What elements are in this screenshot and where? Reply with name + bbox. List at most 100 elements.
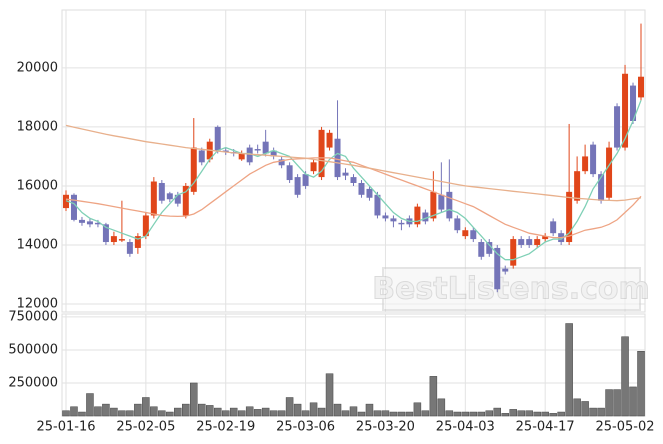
- volume-bar: [461, 411, 470, 417]
- candle-body: [198, 150, 205, 163]
- volume-bar: [198, 403, 206, 417]
- volume-bar: [293, 403, 302, 417]
- volume-bar: [605, 389, 613, 417]
- candle-body: [142, 215, 149, 237]
- watermark: BestListens.com: [372, 267, 650, 311]
- volume-bar: [229, 407, 238, 417]
- volume-bar: [637, 351, 645, 417]
- y-tick-label: 750000: [8, 309, 58, 324]
- volume-bar: [437, 398, 446, 417]
- watermark-box: [382, 267, 641, 311]
- volume-bar: [373, 410, 382, 417]
- candle-body: [638, 76, 645, 98]
- price-frame: [61, 9, 646, 313]
- volume-bar: [445, 410, 454, 417]
- candle-body: [502, 268, 509, 272]
- volume-bar: [78, 411, 86, 417]
- volume-bar: [629, 386, 637, 417]
- candle-body: [246, 147, 253, 163]
- candle-body: [510, 239, 517, 266]
- x-tick-label: 25-05-02: [596, 420, 655, 435]
- candle-body: [238, 153, 245, 160]
- candle-body: [606, 147, 613, 198]
- x-tick-label: 25-03-06: [276, 420, 335, 435]
- volume-bar: [134, 403, 142, 417]
- volume-bar: [517, 410, 525, 417]
- candle-body: [326, 132, 333, 148]
- candle-body: [222, 150, 229, 152]
- volume-bar: [589, 407, 597, 417]
- volume-bar: [118, 410, 126, 417]
- candle-body: [102, 224, 109, 243]
- candle-body: [414, 206, 421, 225]
- volume-bar: [485, 410, 494, 417]
- candle-body: [174, 194, 181, 204]
- candle-body: [134, 236, 141, 248]
- volume-bar: [557, 411, 565, 417]
- candle-body: [374, 194, 381, 216]
- volume-bar: [357, 411, 366, 417]
- y-tick-label: 500000: [8, 342, 58, 357]
- volume-bar: [533, 411, 541, 417]
- volume-bar: [126, 410, 134, 417]
- volume-bar: [581, 401, 589, 417]
- volume-bar: [142, 397, 150, 417]
- candle-body: [358, 182, 365, 195]
- volume-bar: [277, 410, 286, 417]
- candle-body: [150, 181, 157, 216]
- volume-bar: [477, 411, 486, 417]
- volume-bar: [341, 410, 350, 417]
- volume-bar: [469, 411, 478, 417]
- volume-bar: [317, 407, 326, 417]
- volume-bar: [174, 407, 182, 417]
- moving-average-line: [65, 157, 642, 239]
- candle-body: [486, 242, 493, 254]
- volume-bar: [285, 397, 294, 417]
- candle-body: [94, 222, 101, 225]
- volume-bar: [253, 409, 262, 417]
- candle-body: [318, 129, 325, 178]
- volume-bar: [102, 403, 110, 417]
- volume-bar: [261, 407, 270, 417]
- candle-body: [462, 230, 469, 237]
- candle-body: [574, 171, 581, 201]
- candle-body: [214, 126, 221, 151]
- volume-bar: [62, 410, 70, 417]
- volume-bar: [190, 382, 198, 417]
- candle-body: [398, 222, 405, 225]
- volume-bar: [565, 323, 573, 417]
- candle-body: [302, 174, 309, 186]
- y-tick-label: 12000: [17, 297, 58, 312]
- candle-body: [270, 150, 277, 157]
- candle-body: [262, 141, 269, 154]
- candle-body: [126, 242, 133, 254]
- volume-bar: [213, 407, 222, 417]
- candle-body: [158, 182, 165, 201]
- candle-body: [614, 106, 621, 148]
- candle-body: [382, 215, 389, 219]
- candle-body: [534, 239, 541, 245]
- x-tick-label: 25-04-17: [516, 420, 575, 435]
- candle-body: [478, 242, 485, 257]
- volume-bar: [381, 410, 390, 417]
- volume-bar: [421, 410, 430, 417]
- candle-body: [86, 221, 93, 225]
- candle-body: [590, 144, 597, 175]
- candle-body: [254, 149, 261, 151]
- volume-bar: [325, 373, 334, 417]
- candle-body: [310, 162, 317, 172]
- x-tick-label: 25-02-19: [196, 420, 255, 435]
- candle-body: [454, 218, 461, 231]
- moving-average-line: [65, 124, 642, 202]
- candle-body: [166, 193, 173, 200]
- y-tick-label: 16000: [17, 178, 58, 193]
- candle-body: [566, 191, 573, 243]
- candle-body: [286, 165, 293, 181]
- y-tick-label: 20000: [17, 60, 58, 75]
- volume-bar: [541, 411, 549, 417]
- x-tick-label: 25-03-20: [356, 420, 415, 435]
- volume-bar: [429, 376, 438, 417]
- candle-body: [294, 177, 301, 195]
- volume-bar: [573, 398, 581, 417]
